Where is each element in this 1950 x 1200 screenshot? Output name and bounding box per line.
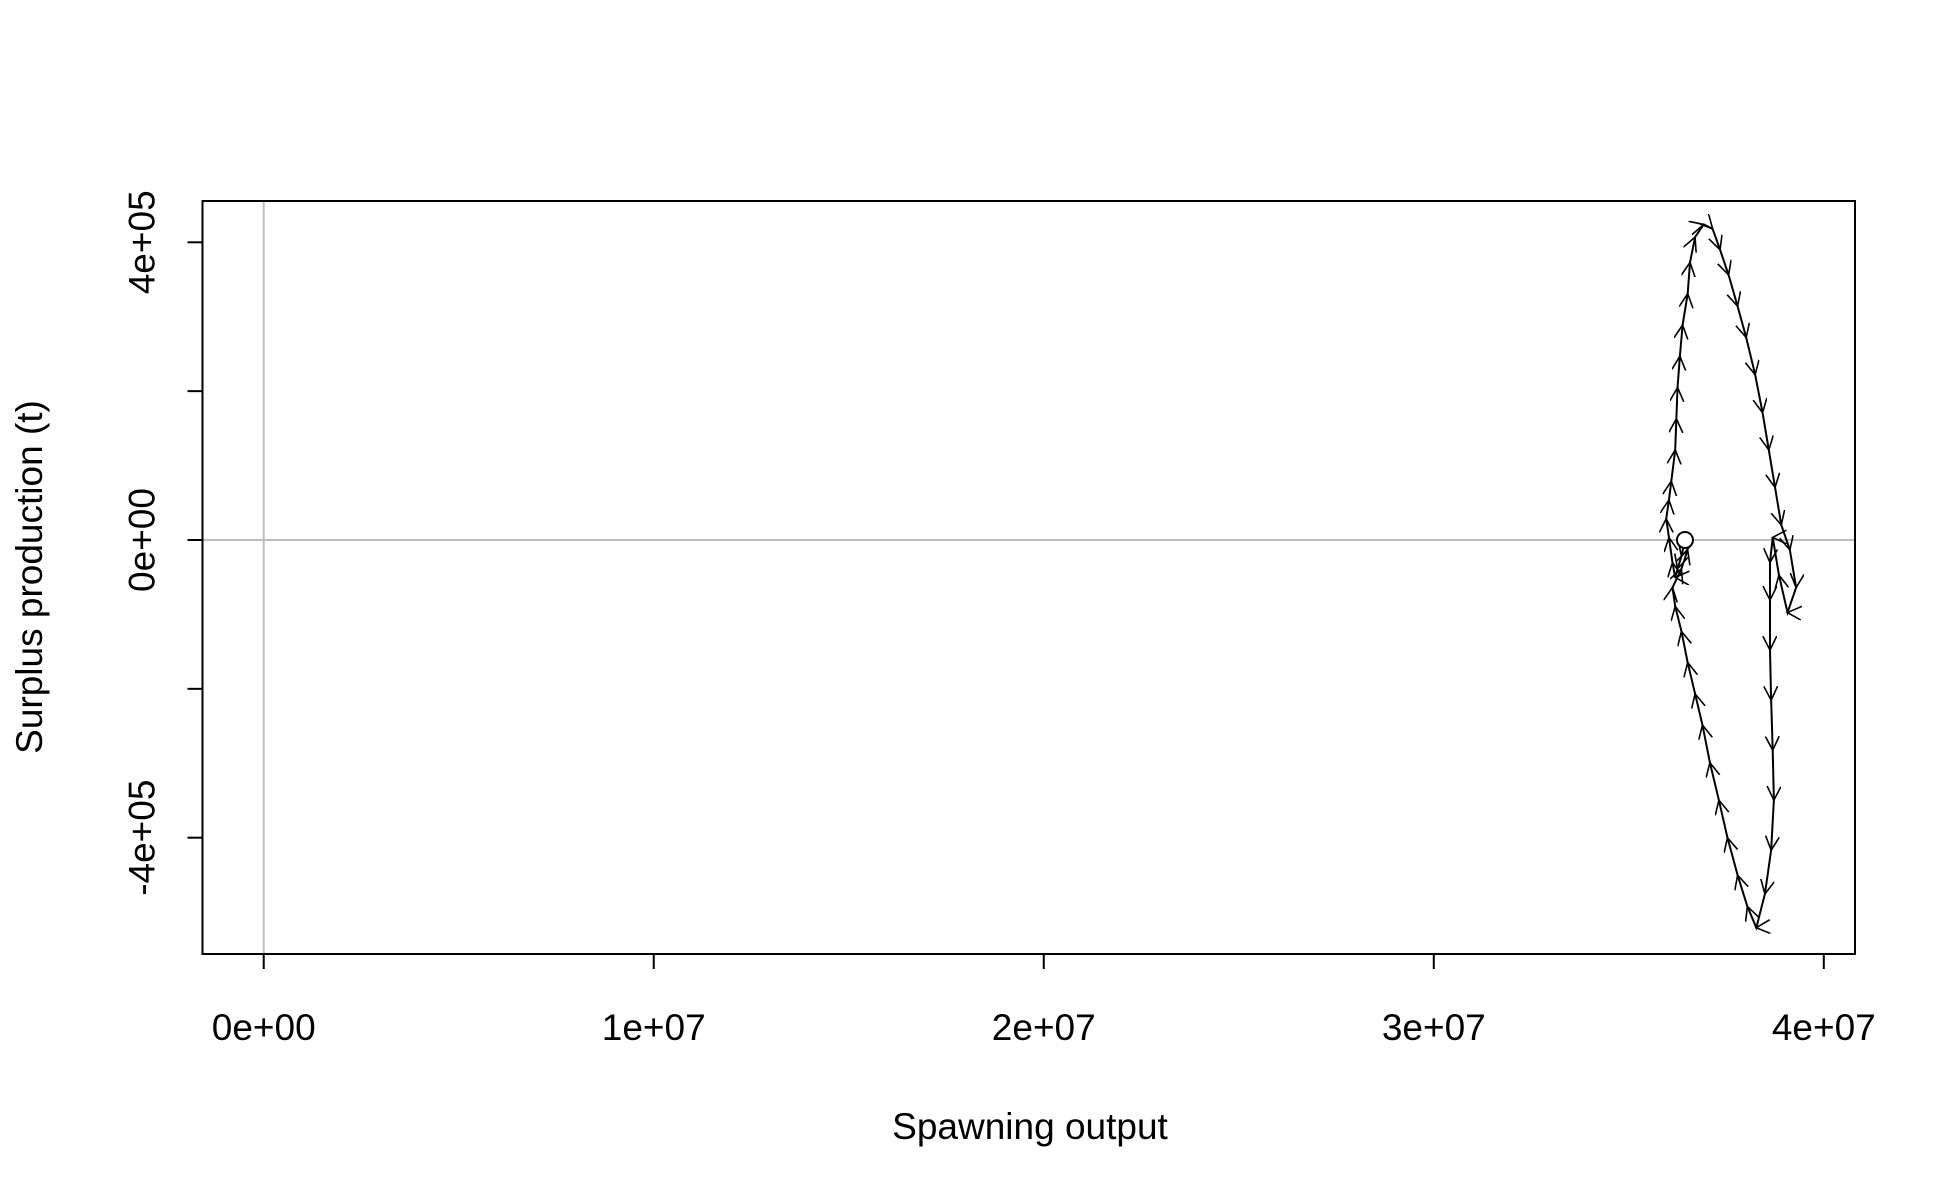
y-tick-label: 0e+00 <box>121 488 162 592</box>
x-tick-label: 2e+07 <box>992 1007 1096 1048</box>
x-tick-label: 0e+00 <box>212 1007 316 1048</box>
y-axis-label: Surplus production (t) <box>9 400 50 754</box>
trajectory-line <box>1666 224 1796 927</box>
x-tick-label: 4e+07 <box>1772 1007 1876 1048</box>
plot-frame <box>201 200 1856 955</box>
y-tick-label: 4e+05 <box>121 190 162 294</box>
start-point <box>1675 530 1694 549</box>
x-tick-label: 1e+07 <box>602 1007 706 1048</box>
x-tick-label: 3e+07 <box>1382 1007 1486 1048</box>
y-tick-label: -4e+05 <box>121 780 162 896</box>
x-axis-label: Spawning output <box>892 1106 1168 1147</box>
